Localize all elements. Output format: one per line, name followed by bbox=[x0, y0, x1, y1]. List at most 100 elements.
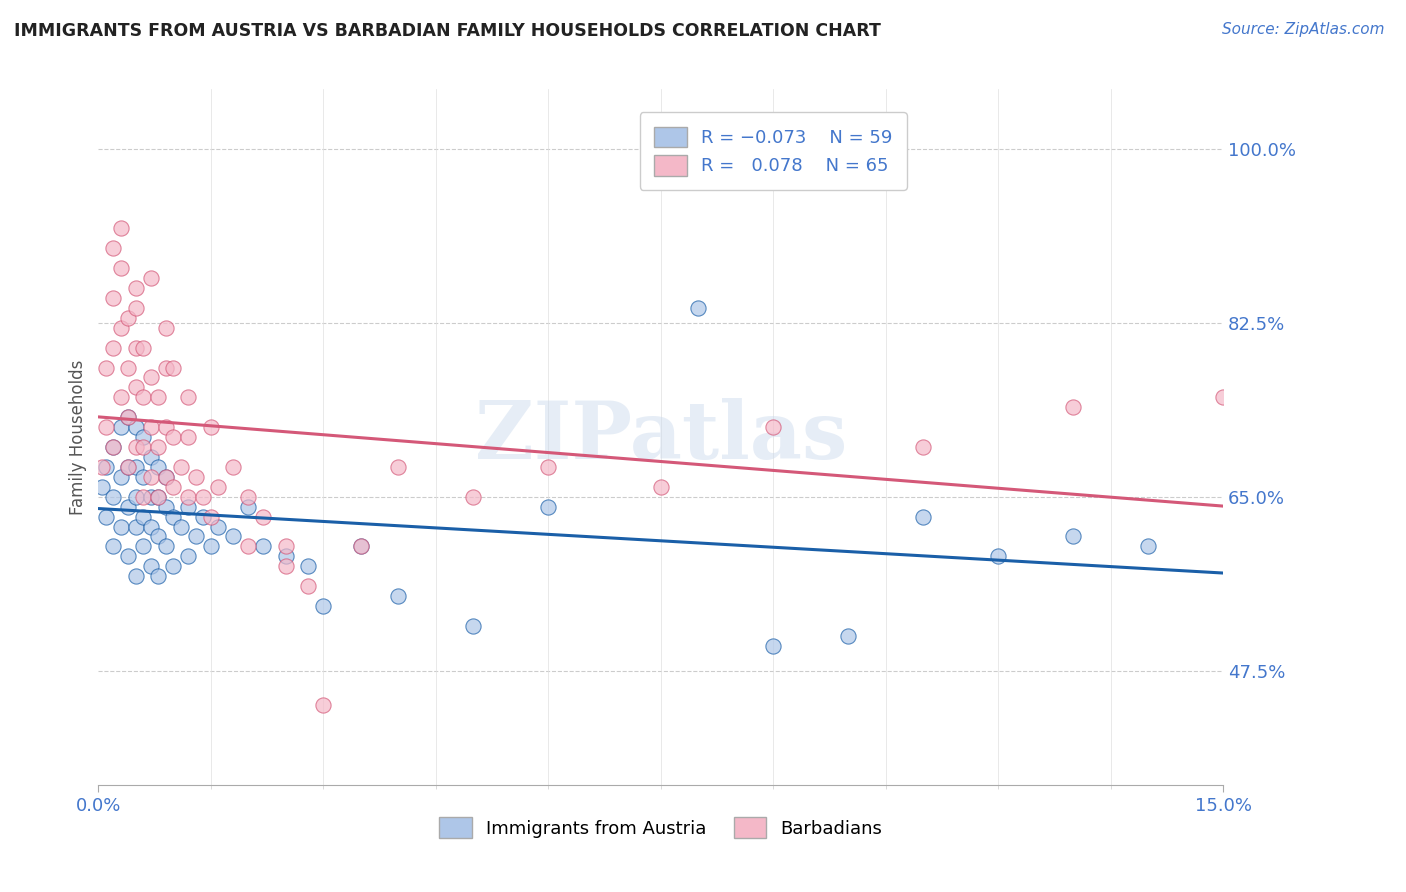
Point bbox=[170, 459, 193, 474]
Point bbox=[148, 459, 170, 474]
Point bbox=[170, 519, 193, 533]
Point bbox=[177, 549, 200, 564]
Point bbox=[103, 291, 125, 305]
Point bbox=[274, 540, 297, 554]
Point bbox=[139, 470, 162, 484]
Point bbox=[177, 500, 200, 514]
Point bbox=[297, 559, 319, 574]
Point bbox=[103, 440, 125, 454]
Point bbox=[200, 540, 222, 554]
Point bbox=[463, 619, 485, 633]
Point bbox=[103, 440, 125, 454]
Point bbox=[148, 390, 170, 404]
Point bbox=[125, 301, 148, 315]
Point bbox=[91, 459, 114, 474]
Point bbox=[162, 480, 184, 494]
Point bbox=[155, 470, 177, 484]
Point bbox=[762, 420, 785, 434]
Point bbox=[103, 341, 125, 355]
Point bbox=[463, 490, 485, 504]
Point bbox=[139, 271, 162, 285]
Point bbox=[312, 599, 335, 613]
Point bbox=[139, 519, 162, 533]
Point bbox=[1062, 401, 1084, 415]
Point bbox=[155, 540, 177, 554]
Point bbox=[125, 281, 148, 295]
Point bbox=[162, 509, 184, 524]
Point bbox=[1212, 390, 1234, 404]
Point bbox=[238, 500, 260, 514]
Point bbox=[387, 589, 409, 603]
Point bbox=[148, 490, 170, 504]
Point bbox=[155, 360, 177, 375]
Point bbox=[103, 241, 125, 255]
Point bbox=[155, 420, 177, 434]
Point bbox=[110, 261, 132, 276]
Point bbox=[162, 559, 184, 574]
Y-axis label: Family Households: Family Households bbox=[69, 359, 87, 515]
Point bbox=[238, 490, 260, 504]
Legend: Immigrants from Austria, Barbadians: Immigrants from Austria, Barbadians bbox=[432, 810, 890, 846]
Point bbox=[762, 639, 785, 653]
Point bbox=[117, 500, 139, 514]
Point bbox=[222, 529, 245, 543]
Point bbox=[132, 509, 155, 524]
Point bbox=[110, 221, 132, 235]
Point bbox=[312, 698, 335, 713]
Point bbox=[117, 410, 139, 425]
Point bbox=[125, 380, 148, 394]
Point bbox=[132, 430, 155, 444]
Point bbox=[110, 519, 132, 533]
Point bbox=[222, 459, 245, 474]
Point bbox=[139, 370, 162, 384]
Point bbox=[148, 529, 170, 543]
Point bbox=[650, 480, 672, 494]
Point bbox=[155, 470, 177, 484]
Point bbox=[688, 301, 710, 315]
Text: ZIPatlas: ZIPatlas bbox=[475, 398, 846, 476]
Point bbox=[125, 519, 148, 533]
Point bbox=[139, 420, 162, 434]
Point bbox=[537, 459, 560, 474]
Point bbox=[162, 360, 184, 375]
Point bbox=[297, 579, 319, 593]
Point bbox=[162, 430, 184, 444]
Point bbox=[912, 440, 935, 454]
Point bbox=[132, 540, 155, 554]
Point bbox=[387, 459, 409, 474]
Point bbox=[117, 410, 139, 425]
Point bbox=[987, 549, 1010, 564]
Point bbox=[117, 459, 139, 474]
Point bbox=[1137, 540, 1160, 554]
Point bbox=[238, 540, 260, 554]
Point bbox=[103, 540, 125, 554]
Point bbox=[117, 549, 139, 564]
Point bbox=[148, 490, 170, 504]
Point bbox=[125, 341, 148, 355]
Point bbox=[193, 490, 215, 504]
Point bbox=[1062, 529, 1084, 543]
Text: IMMIGRANTS FROM AUSTRIA VS BARBADIAN FAMILY HOUSEHOLDS CORRELATION CHART: IMMIGRANTS FROM AUSTRIA VS BARBADIAN FAM… bbox=[14, 22, 882, 40]
Point bbox=[139, 490, 162, 504]
Point bbox=[117, 310, 139, 325]
Point bbox=[132, 390, 155, 404]
Point bbox=[110, 420, 132, 434]
Point bbox=[94, 459, 117, 474]
Point bbox=[117, 459, 139, 474]
Point bbox=[350, 540, 373, 554]
Point bbox=[177, 430, 200, 444]
Point bbox=[148, 440, 170, 454]
Point bbox=[125, 420, 148, 434]
Point bbox=[207, 519, 229, 533]
Point bbox=[91, 480, 114, 494]
Point bbox=[132, 341, 155, 355]
Point bbox=[110, 390, 132, 404]
Point bbox=[103, 490, 125, 504]
Point bbox=[94, 360, 117, 375]
Point bbox=[177, 390, 200, 404]
Point bbox=[177, 490, 200, 504]
Point bbox=[252, 540, 274, 554]
Point bbox=[252, 509, 274, 524]
Point bbox=[132, 470, 155, 484]
Point bbox=[148, 569, 170, 583]
